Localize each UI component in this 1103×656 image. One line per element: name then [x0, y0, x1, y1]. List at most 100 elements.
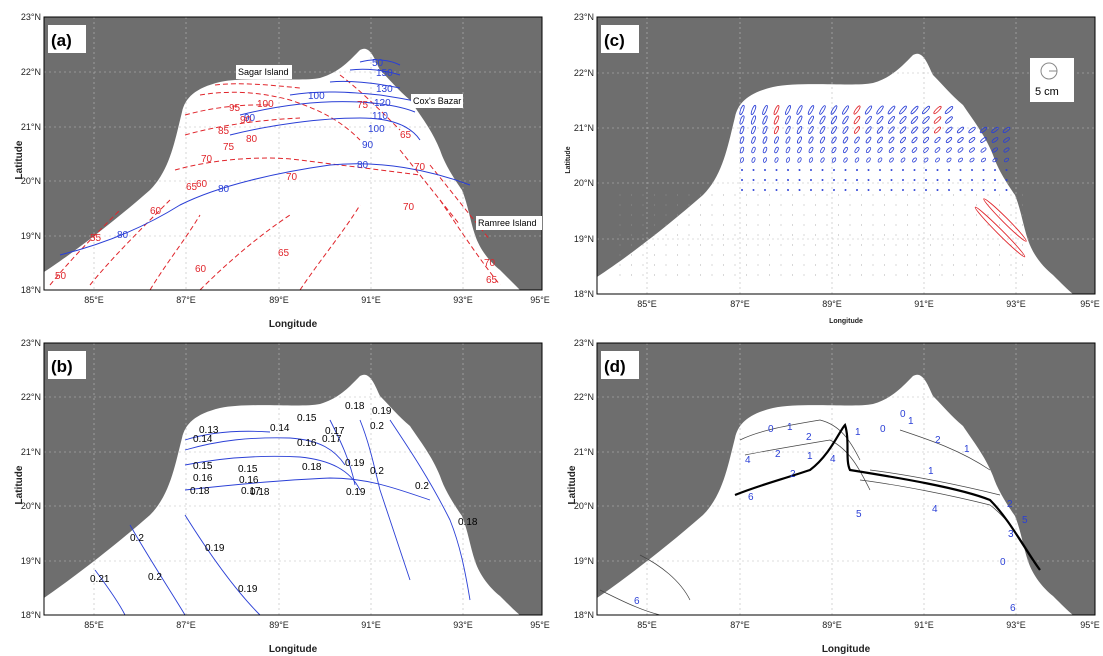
tidal-ellipse [922, 136, 930, 144]
tidal-ellipse [925, 189, 928, 192]
tidal-ellipse [913, 179, 916, 182]
tidal-ellipse-point [953, 274, 954, 276]
tidal-ellipse [808, 115, 814, 125]
tidal-ellipse-point [654, 264, 655, 266]
frame-d [596, 342, 1096, 616]
tidal-ellipse-point [631, 274, 632, 276]
ytick: 18°N [574, 289, 594, 299]
tidal-ellipse-point [895, 234, 897, 236]
tidal-ellipse [764, 169, 767, 172]
tidal-ellipse-point [631, 254, 632, 256]
blue-contours-a [59, 59, 471, 256]
tidal-ellipse-point [700, 234, 701, 236]
tidal-ellipse-point [930, 214, 931, 216]
tidal-ellipse [958, 157, 963, 163]
xtick: 93°E [1006, 299, 1026, 309]
clabel-a-red: 75 [357, 100, 369, 111]
panel-b: 0.13 0.14 0.14 0.15 0.16 0.17 0.18 0.19 … [14, 338, 550, 655]
clabel-b: 0.15 [238, 464, 258, 475]
tidal-ellipse-point [677, 244, 678, 246]
tidal-ellipse [980, 147, 987, 153]
tidal-ellipse-point [884, 274, 885, 276]
clabel-a-red: 70 [286, 172, 298, 183]
tidal-ellipse [1005, 169, 1008, 172]
tidal-ellipse-point [688, 254, 690, 256]
tidal-ellipse-point [769, 204, 770, 206]
tidal-ellipse-point [826, 194, 828, 196]
clabel-a-blue: 80 [117, 230, 129, 241]
tidal-ellipse [762, 125, 768, 135]
tidal-ellipse [819, 105, 826, 115]
tidal-ellipse [913, 169, 916, 172]
tidal-ellipse [877, 136, 883, 144]
tidal-ellipse-point [642, 274, 644, 276]
tidal-ellipse [864, 105, 873, 115]
tidal-ellipse [774, 157, 779, 163]
tidal-ellipse-point [849, 214, 851, 216]
clabel-b: 0.2 [148, 572, 162, 583]
tidal-ellipse [994, 189, 997, 192]
tidal-ellipse [739, 136, 745, 144]
tidal-ellipse-point [1022, 204, 1023, 206]
clabel-d: 2 [806, 432, 812, 443]
tidal-ellipse-point [976, 234, 977, 236]
tidal-ellipse [899, 105, 907, 115]
ytick: 21°N [574, 123, 594, 133]
tidal-ellipse-point [654, 194, 655, 196]
ylabel-b: Latitude [14, 465, 25, 504]
tidal-ellipse-point [723, 194, 724, 196]
tidal-ellipse [751, 146, 756, 154]
xtick: 91°E [914, 620, 934, 630]
tidal-ellipse-point [953, 214, 954, 216]
tidal-ellipse-point [665, 234, 667, 236]
tidal-ellipse [810, 189, 813, 192]
clabel-d: 6 [1010, 603, 1016, 614]
tidal-ellipse [1005, 179, 1008, 182]
tidal-ellipse-point [1010, 234, 1012, 236]
tidal-ellipse-point [861, 214, 862, 216]
tidal-ellipse-point [895, 194, 897, 196]
tidal-ellipse [889, 157, 894, 163]
place-label-ramree-island: Ramree Island [478, 218, 537, 228]
tidal-ellipse [911, 136, 918, 144]
tidal-ellipse-point [861, 274, 862, 276]
tidal-ellipse [844, 179, 847, 182]
tidal-ellipse [819, 115, 826, 125]
tidal-ellipse-point [792, 264, 793, 266]
tidal-ellipse [762, 104, 768, 116]
tidal-ellipse-point [987, 194, 989, 196]
tidal-ellipse [787, 189, 790, 192]
place-label-sagar-island: Sagar Island [238, 67, 289, 77]
ylabel-c: Latitude [565, 146, 572, 173]
tidal-ellipse [796, 105, 803, 115]
tidal-ellipse-point [711, 214, 713, 216]
clabel-a-blue: 80 [357, 160, 369, 171]
ytick: 21°N [21, 447, 41, 457]
tidal-ellipse [879, 169, 882, 172]
xtick: 87°E [730, 299, 750, 309]
tidal-ellipse-point [677, 274, 678, 276]
tidal-ellipse-point [757, 244, 759, 246]
tidal-ellipse-point [654, 214, 655, 216]
tidal-ellipse [899, 116, 907, 124]
yticks-a: 23°N 22°N 21°N 20°N 19°N 18°N [21, 12, 41, 295]
xtick: 95°E [530, 620, 550, 630]
tidal-ellipse-point [700, 204, 701, 206]
clabel-d: 1 [928, 466, 934, 477]
tidal-ellipse-point [792, 244, 793, 246]
tidal-ellipse-point [941, 204, 943, 206]
tidal-ellipse-point [1022, 214, 1023, 216]
tidal-ellipse-point [665, 204, 667, 206]
tidal-ellipse [982, 169, 985, 172]
tidal-ellipse [876, 115, 884, 125]
clabel-b: 0.18 [345, 401, 365, 412]
clabel-b: 0.18 [190, 486, 210, 497]
clabel-d: 2 [790, 469, 796, 480]
tidal-ellipse-point [987, 254, 989, 256]
tidal-ellipse-point [642, 244, 644, 246]
tidal-ellipse-point [746, 234, 747, 236]
tidal-ellipse-point [907, 214, 908, 216]
clabel-d: 0 [880, 424, 886, 435]
clabel-a-blue: 80 [218, 184, 230, 195]
tidal-ellipse-point [815, 234, 816, 236]
